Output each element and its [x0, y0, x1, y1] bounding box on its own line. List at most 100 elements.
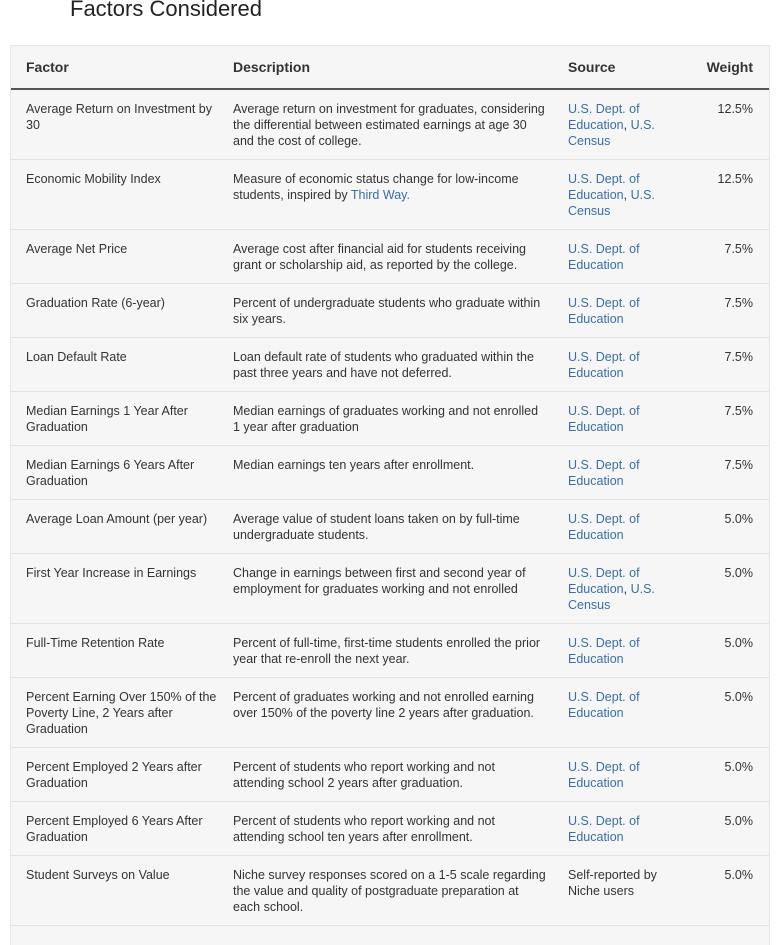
source-cell: U.S. Dept. of Education, U.S. Census — [553, 89, 688, 160]
table-row: Student Surveys on Value Niche survey res… — [11, 855, 769, 926]
factor-cell: Student Surveys on Value — [11, 855, 218, 926]
factors-table: Factor Description Source Weight Average… — [11, 46, 769, 926]
description-text: Percent of students who report working a… — [233, 814, 495, 844]
table-row: Percent Earning Over 150% of the Poverty… — [11, 677, 769, 748]
weight-cell: 5.0% — [688, 499, 769, 554]
table-row: Economic Mobility Index Measure of econom… — [11, 159, 769, 230]
description-text: Percent of undergraduate students who gr… — [233, 296, 541, 326]
factor-cell: Percent Employed 2 Years after Graduatio… — [11, 747, 218, 802]
factor-cell: Percent Employed 6 Years After Graduatio… — [11, 801, 218, 856]
source-link[interactable]: U.S. Census — [568, 118, 655, 148]
description-text: Measure of economic status change for lo… — [233, 172, 519, 202]
source-link[interactable]: U.S. Dept. of Education — [568, 690, 640, 720]
description-cell: Percent of students who report working a… — [218, 747, 553, 802]
source-cell: Self-reported by Niche users — [553, 855, 688, 926]
description-cell: Measure of economic status change for lo… — [218, 159, 553, 230]
description-text: Percent of students who report working a… — [233, 760, 495, 790]
description-text: Percent of graduates working and not enr… — [233, 690, 534, 720]
source-cell: U.S. Dept. of Education, U.S. Census — [553, 553, 688, 624]
column-header-description: Description — [218, 46, 553, 90]
weight-cell: 7.5% — [688, 445, 769, 500]
factor-cell: Average Loan Amount (per year) — [11, 499, 218, 554]
description-text: Change in earnings between first and sec… — [233, 566, 526, 596]
table-row: Average Return on Investment by 30 Averag… — [11, 89, 769, 160]
description-text: Median earnings ten years after enrollme… — [233, 458, 475, 472]
weight-cell: 5.0% — [688, 801, 769, 856]
source-link[interactable]: U.S. Dept. of Education — [568, 404, 640, 434]
description-cell: Median earnings ten years after enrollme… — [218, 445, 553, 500]
source-cell: U.S. Dept. of Education — [553, 391, 688, 446]
source-cell: U.S. Dept. of Education — [553, 229, 688, 284]
source-text: Self-reported by Niche users — [568, 868, 657, 898]
section-heading: Factors Considered — [70, 0, 262, 21]
source-link[interactable]: U.S. Dept. of Education — [568, 636, 640, 666]
column-header-weight: Weight — [688, 46, 769, 90]
factor-cell: Median Earnings 1 Year After Graduation — [11, 391, 218, 446]
description-cell: Percent of students who report working a… — [218, 801, 553, 856]
factor-cell: First Year Increase in Earnings — [11, 553, 218, 624]
source-cell: U.S. Dept. of Education — [553, 283, 688, 338]
factor-cell: Economic Mobility Index — [11, 159, 218, 230]
source-link[interactable]: U.S. Census — [568, 188, 655, 218]
description-cell: Loan default rate of students who gradua… — [218, 337, 553, 392]
description-text: Average return on investment for graduat… — [233, 102, 545, 148]
factor-cell: Loan Default Rate — [11, 337, 218, 392]
weight-cell: 5.0% — [688, 623, 769, 678]
weight-cell: 12.5% — [688, 159, 769, 230]
weight-cell: 7.5% — [688, 229, 769, 284]
source-link[interactable]: U.S. Census — [568, 582, 655, 612]
source-link[interactable]: U.S. Dept. of Education — [568, 814, 640, 844]
table-row: Percent Employed 2 Years after Graduatio… — [11, 747, 769, 802]
description-link[interactable]: Third Way. — [350, 188, 410, 202]
factor-cell: Median Earnings 6 Years After Graduation — [11, 445, 218, 500]
source-cell: U.S. Dept. of Education — [553, 499, 688, 554]
source-link[interactable]: U.S. Dept. of Education — [568, 760, 640, 790]
description-text: Average cost after financial aid for stu… — [233, 242, 526, 272]
table-row: Median Earnings 6 Years After Graduation… — [11, 445, 769, 500]
weight-cell: 7.5% — [688, 337, 769, 392]
source-link[interactable]: U.S. Dept. of Education — [568, 512, 640, 542]
weight-cell: 5.0% — [688, 855, 769, 926]
description-text: Percent of full-time, first-time student… — [233, 636, 541, 666]
table-row: Average Loan Amount (per year) Average va… — [11, 499, 769, 554]
factor-cell: Average Return on Investment by 30 — [11, 89, 218, 160]
table-row: Median Earnings 1 Year After Graduation M… — [11, 391, 769, 446]
source-cell: U.S. Dept. of Education — [553, 747, 688, 802]
weight-cell: 12.5% — [688, 89, 769, 160]
description-cell: Percent of full-time, first-time student… — [218, 623, 553, 678]
factor-cell: Average Net Price — [11, 229, 218, 284]
table-row: Average Net Price Average cost after fina… — [11, 229, 769, 284]
description-cell: Average cost after financial aid for stu… — [218, 229, 553, 284]
description-text: Median earnings of graduates working and… — [233, 404, 539, 434]
source-link[interactable]: U.S. Dept. of Education — [568, 296, 640, 326]
source-link[interactable]: U.S. Dept. of Education — [568, 350, 640, 380]
source-link[interactable]: U.S. Dept. of Education — [568, 172, 640, 202]
table-row: First Year Increase in Earnings Change in… — [11, 553, 769, 624]
source-cell: U.S. Dept. of Education, U.S. Census — [553, 159, 688, 230]
table-row: Graduation Rate (6-year) Percent of under… — [11, 283, 769, 338]
description-cell: Percent of undergraduate students who gr… — [218, 283, 553, 338]
source-link[interactable]: U.S. Dept. of Education — [568, 242, 640, 272]
description-cell: Average value of student loans taken on … — [218, 499, 553, 554]
factor-cell: Percent Earning Over 150% of the Poverty… — [11, 677, 218, 748]
weight-cell: 7.5% — [688, 283, 769, 338]
factor-cell: Full-Time Retention Rate — [11, 623, 218, 678]
table-row: Loan Default Rate Loan default rate of st… — [11, 337, 769, 392]
description-cell: Percent of graduates working and not enr… — [218, 677, 553, 748]
weight-cell: 5.0% — [688, 747, 769, 802]
table-row: Full-Time Retention Rate Percent of full-… — [11, 623, 769, 678]
source-link[interactable]: U.S. Dept. of Education — [568, 102, 640, 132]
description-text: Niche survey responses scored on a 1-5 s… — [233, 868, 546, 914]
description-cell: Change in earnings between first and sec… — [218, 553, 553, 624]
weight-cell: 5.0% — [688, 677, 769, 748]
column-header-factor: Factor — [11, 46, 218, 90]
source-link[interactable]: U.S. Dept. of Education — [568, 458, 640, 488]
description-text: Average value of student loans taken on … — [233, 512, 520, 542]
description-cell: Median earnings of graduates working and… — [218, 391, 553, 446]
source-cell: U.S. Dept. of Education — [553, 677, 688, 748]
factor-cell: Graduation Rate (6-year) — [11, 283, 218, 338]
source-link[interactable]: U.S. Dept. of Education — [568, 566, 640, 596]
factors-table-panel: Factor Description Source Weight Average… — [10, 45, 770, 945]
weight-cell: 5.0% — [688, 553, 769, 624]
source-cell: U.S. Dept. of Education — [553, 445, 688, 500]
